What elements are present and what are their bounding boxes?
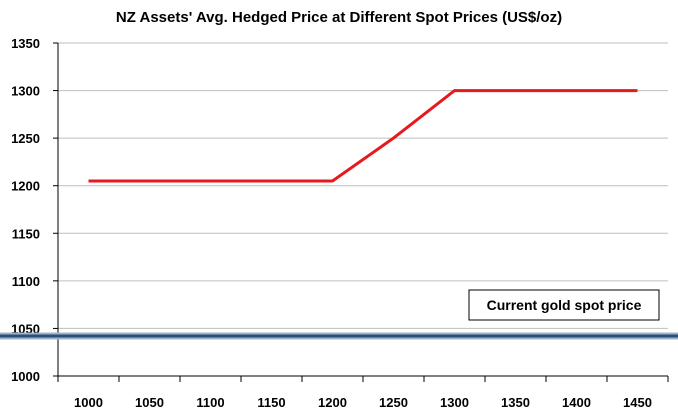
y-tick-label-1000: 1000: [11, 369, 40, 384]
y-tick-label-1250: 1250: [11, 131, 40, 146]
series-line-0: [88, 89, 638, 183]
x-tick-labels: 1000 1050 1100 1150 1200 1250 1300 1350 1400 1450: [57, 376, 669, 410]
annotation-box: Current gold spot price: [468, 289, 660, 321]
axes: [57, 43, 668, 377]
x-tick-label-1450: 1450: [623, 395, 652, 410]
x-tick-label-1000: 1000: [74, 395, 103, 410]
x-tick-label-1400: 1400: [562, 395, 591, 410]
chart-title: NZ Assets' Avg. Hedged Price at Differen…: [116, 9, 562, 26]
x-tick-label-1300: 1300: [440, 395, 469, 410]
x-tick-label-1350: 1350: [501, 395, 530, 410]
gridlines: [58, 42, 668, 329]
y-tick-label-1150: 1150: [12, 226, 40, 241]
y-tick-label-1300: 1300: [11, 84, 40, 99]
y-tick-label-1100: 1100: [12, 274, 40, 289]
x-tick-label-1050: 1050: [135, 395, 164, 410]
y-tick-label-1200: 1200: [11, 179, 40, 194]
y-tick-label-1350: 1350: [11, 36, 40, 51]
x-tick-label-1200: 1200: [318, 395, 347, 410]
x-tick-label-1150: 1150: [257, 395, 285, 410]
series-group: [88, 89, 638, 183]
annotation-label: Current gold spot price: [487, 297, 642, 313]
annotation-box-border: [468, 289, 660, 321]
x-tick-label-1100: 1100: [196, 395, 224, 410]
x-tick-label-1250: 1250: [379, 395, 408, 410]
